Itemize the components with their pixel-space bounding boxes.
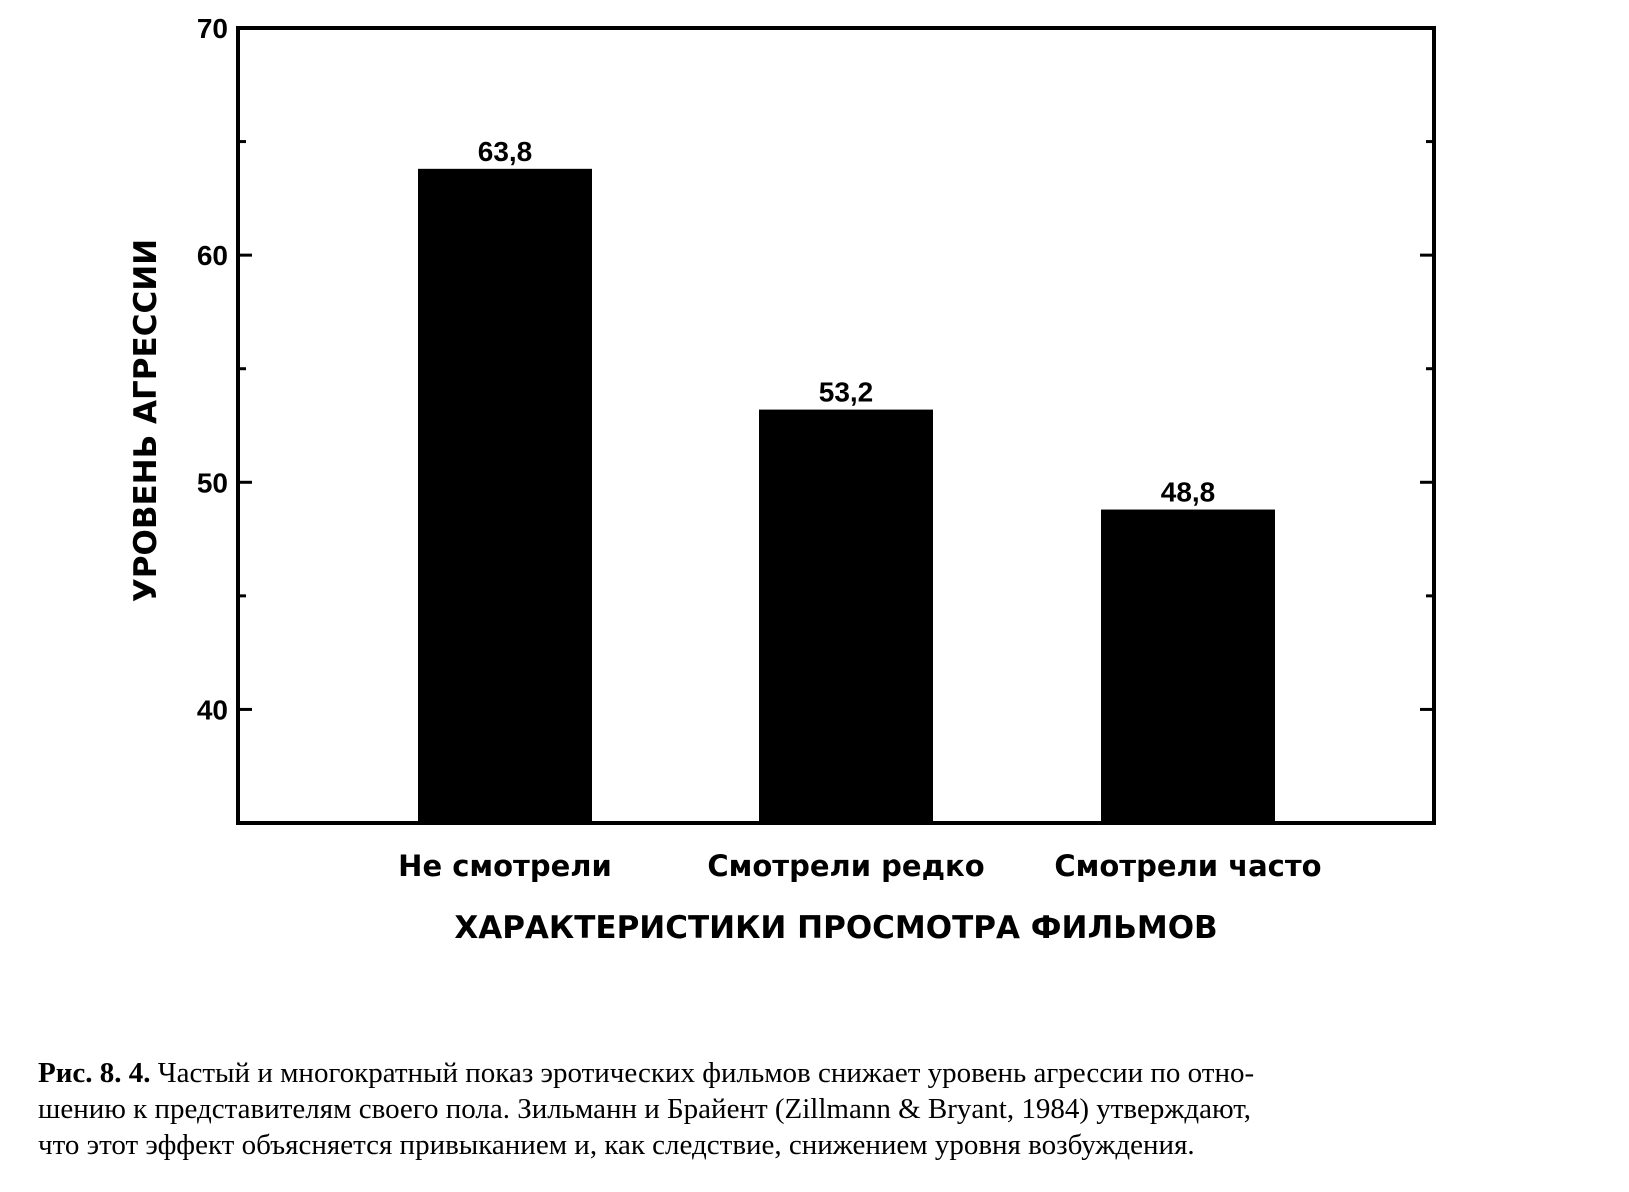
x-axis-title: ХАРАКТЕРИСТИКИ ПРОСМОТРА ФИЛЬМОВ [454,910,1217,946]
bar [418,168,592,824]
caption-line-1: Рис. 8. 4. Частый и многократный показ э… [38,1055,1603,1091]
figure-caption: Рис. 8. 4. Частый и многократный показ э… [38,1055,1603,1163]
bar [1101,509,1275,823]
labels: 63,8 Не смотрели 53,2 Смотрели редко 48,8 Смо… [398,136,1321,883]
x-category-label: Не смотрели [398,849,612,883]
bar-value-label: 48,8 [1161,477,1216,508]
y-tick-label: 50 [197,467,228,498]
y-tick-label: 60 [197,240,228,271]
bar [759,409,933,823]
caption-lead: Рис. 8. 4. [38,1057,151,1089]
caption-line-2: шению к представителям своего пола. Зиль… [38,1093,1252,1125]
x-category-label: Смотрели часто [1054,849,1321,883]
y-axis: 40 50 60 70 [197,13,1434,725]
bars [418,168,1275,824]
x-category-label: Смотрели редко [707,849,984,883]
y-tick-label: 40 [197,694,228,725]
bar-value-label: 63,8 [478,136,533,167]
bar-value-label: 53,2 [819,377,874,408]
y-tick-label: 70 [197,13,228,44]
caption-line-3: что этот эффект объясняется привыканием … [38,1129,1195,1161]
caption-text: Частый и многократный показ эротических … [150,1057,1255,1089]
y-axis-title: УРОВЕНЬ АГРЕССИИ [128,239,164,602]
